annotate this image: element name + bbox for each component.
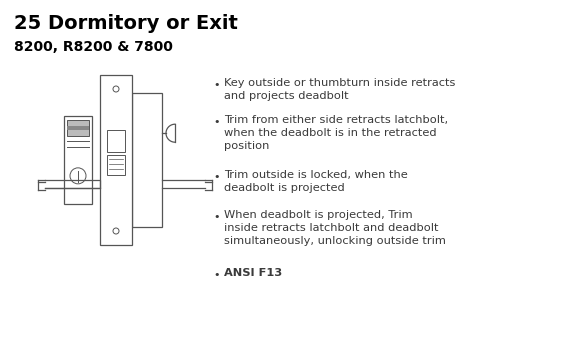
Text: •: •	[213, 80, 220, 90]
Text: ANSI F13: ANSI F13	[224, 268, 282, 278]
Bar	[67, 120, 89, 136]
Text: Key outside or thumbturn inside retracts
and projects deadbolt: Key outside or thumbturn inside retracts…	[224, 78, 455, 101]
Text: 25 Dormitory or Exit: 25 Dormitory or Exit	[14, 14, 238, 33]
Text: •: •	[213, 270, 220, 280]
Text: •: •	[213, 117, 220, 127]
Text: When deadbolt is projected, Trim
inside retracts latchbolt and deadbolt
simultan: When deadbolt is projected, Trim inside …	[224, 210, 446, 245]
Bar	[107, 130, 125, 152]
Bar	[132, 93, 162, 227]
Text: •: •	[213, 172, 220, 182]
Bar	[64, 116, 92, 204]
Bar	[107, 155, 125, 175]
Text: Trim outside is locked, when the
deadbolt is projected: Trim outside is locked, when the deadbol…	[224, 170, 408, 193]
Text: •: •	[213, 212, 220, 222]
Text: 8200, R8200 & 7800: 8200, R8200 & 7800	[14, 40, 173, 54]
Text: Trim from either side retracts latchbolt,
when the deadbolt is in the retracted
: Trim from either side retracts latchbolt…	[224, 115, 448, 151]
Bar	[100, 75, 132, 245]
Bar	[67, 126, 89, 130]
